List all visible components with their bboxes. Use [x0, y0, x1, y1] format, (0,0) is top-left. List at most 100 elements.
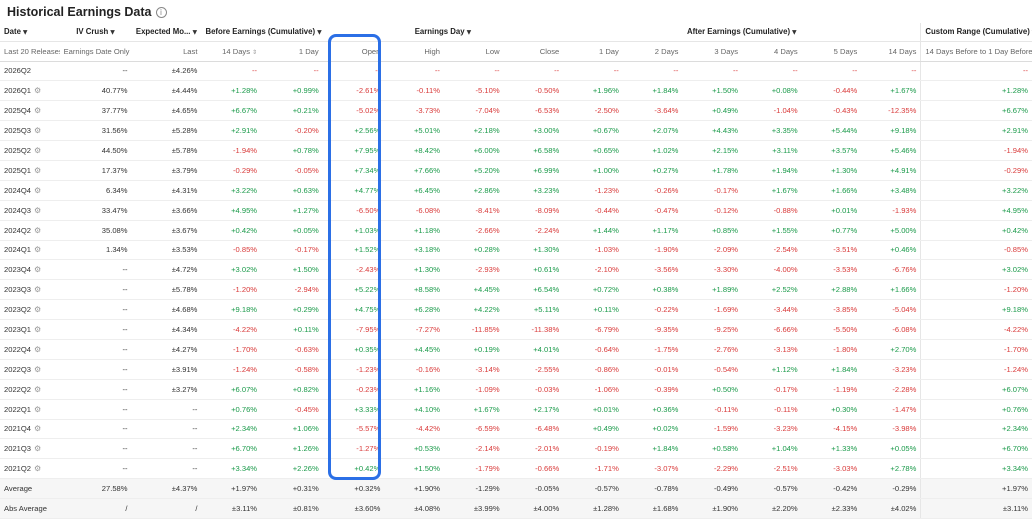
- gear-icon[interactable]: ⚙: [34, 444, 42, 454]
- cell-date[interactable]: 2024Q3 ⚙: [0, 200, 60, 221]
- cell-date[interactable]: 2024Q2 ⚙: [0, 220, 60, 241]
- gear-icon[interactable]: ⚙: [34, 185, 42, 195]
- expected-move-column-header[interactable]: Expected Mo... ▼: [131, 23, 202, 42]
- cell-date[interactable]: 2022Q1 ⚙: [0, 399, 60, 420]
- cell-date[interactable]: 2023Q4 ⚙: [0, 259, 60, 281]
- subheader-after-3d[interactable]: 3 Days: [682, 41, 743, 62]
- gear-icon[interactable]: ⚙: [34, 265, 42, 275]
- cell-date[interactable]: 2025Q4 ⚙: [0, 100, 60, 122]
- gear-icon[interactable]: ⚙: [34, 364, 42, 374]
- cell-date[interactable]: 2022Q4 ⚙: [0, 339, 60, 360]
- cell-a4: +1.04%: [742, 438, 802, 460]
- cell-date[interactable]: 2022Q3 ⚙: [0, 359, 60, 380]
- gear-icon[interactable]: ⚙: [34, 344, 42, 354]
- cell-a1: -0.64%: [563, 339, 623, 360]
- subheader-open[interactable]: Open: [322, 41, 385, 62]
- cell-exp: ±4.72%: [131, 259, 202, 281]
- gear-icon[interactable]: ⚙: [34, 305, 42, 315]
- date-column-header[interactable]: Date ▼: [0, 23, 60, 42]
- gear-icon[interactable]: ⚙: [34, 404, 42, 414]
- cell-a4: -0.17%: [742, 379, 802, 400]
- cell-open: -2.61%: [322, 80, 385, 102]
- gear-icon[interactable]: ⚙: [34, 424, 42, 434]
- cell-date[interactable]: 2023Q1 ⚙: [0, 319, 60, 340]
- after-earnings-group-header[interactable]: After Earnings (Cumulative) ▼: [563, 23, 921, 42]
- cell-a3: +0.50%: [682, 379, 743, 400]
- cell-exp: ±3.67%: [131, 220, 202, 241]
- iv-crush-column-header[interactable]: IV Crush ▼: [59, 23, 132, 42]
- cell-date[interactable]: 2023Q3 ⚙: [0, 279, 60, 301]
- cell-custom: +2.91%: [920, 120, 1032, 142]
- subheader-after-4d[interactable]: 4 Days: [742, 41, 802, 62]
- cell-iv: --: [59, 438, 132, 460]
- cell-b14: -0.85%: [201, 240, 262, 261]
- cell-date[interactable]: 2021Q4 ⚙: [0, 419, 60, 440]
- cell-a2: -9.35%: [622, 319, 683, 340]
- before-earnings-group-header[interactable]: Before Earnings (Cumulative) ▼: [201, 23, 323, 42]
- date-label: 2022Q3: [4, 364, 32, 374]
- subheader-custom-range[interactable]: 14 Days Before to 1 Day Before: [920, 41, 1032, 62]
- subheader-close[interactable]: Close: [503, 41, 564, 62]
- subheader-after-2d[interactable]: 2 Days: [622, 41, 683, 62]
- subheader-after-1d[interactable]: 1 Day: [563, 41, 623, 62]
- cell-date[interactable]: 2021Q3 ⚙: [0, 438, 60, 460]
- cell-date[interactable]: 2024Q4 ⚙: [0, 180, 60, 201]
- cell-iv: 27.58%: [59, 478, 132, 500]
- cell-exp: ±5.28%: [131, 120, 202, 142]
- cell-a1: -1.03%: [563, 240, 623, 261]
- gear-icon[interactable]: ⚙: [34, 126, 42, 136]
- gear-icon[interactable]: ⚙: [34, 86, 42, 96]
- gear-icon[interactable]: ⚙: [34, 245, 42, 255]
- cell-a1: -1.06%: [563, 379, 623, 400]
- custom-range-group-header[interactable]: Custom Range (Cumulative)▼: [920, 23, 1032, 42]
- subheader-low[interactable]: Low: [443, 41, 504, 62]
- cell-b1: +0.78%: [261, 140, 323, 161]
- subheader-before-14d[interactable]: 14 Days ⇕: [201, 41, 262, 62]
- cell-a14: +2.78%: [861, 458, 921, 480]
- gear-icon[interactable]: ⚙: [34, 285, 42, 295]
- gear-icon[interactable]: ⚙: [34, 225, 42, 235]
- cell-high: +6.28%: [384, 299, 444, 321]
- cell-date[interactable]: 2023Q2 ⚙: [0, 299, 60, 321]
- subheader-after-14d[interactable]: 14 Days: [861, 41, 921, 62]
- gear-icon[interactable]: ⚙: [34, 205, 42, 215]
- cell-a1: -2.50%: [563, 100, 623, 122]
- cell-b14: +6.70%: [201, 438, 262, 460]
- cell-a2: +0.36%: [622, 399, 683, 420]
- earnings-day-group-header[interactable]: Earnings Day ▼: [322, 23, 564, 42]
- gear-icon[interactable]: ⚙: [34, 325, 42, 335]
- cell-a5: -0.43%: [801, 100, 862, 122]
- subheader-after-5d[interactable]: 5 Days: [801, 41, 862, 62]
- cell-a3: ±1.90%: [682, 498, 743, 519]
- cell-high: +7.66%: [384, 160, 444, 181]
- cell-low: +5.20%: [443, 160, 504, 181]
- subheader-before-1d[interactable]: 1 Day: [261, 41, 323, 62]
- cell-date[interactable]: 2026Q1 ⚙: [0, 80, 60, 102]
- gear-icon[interactable]: ⚙: [34, 106, 42, 116]
- gear-icon[interactable]: ⚙: [34, 464, 42, 474]
- cell-date[interactable]: 2021Q2 ⚙: [0, 458, 60, 480]
- cell-high: -0.16%: [384, 359, 444, 380]
- cell-b14: -4.22%: [201, 319, 262, 340]
- cell-a3: -9.25%: [682, 319, 743, 340]
- gear-icon[interactable]: ⚙: [34, 165, 42, 175]
- subheader-high[interactable]: High: [384, 41, 444, 62]
- caret-down-icon: ▼: [466, 29, 472, 37]
- date-label: 2024Q3: [4, 205, 32, 215]
- cell-date[interactable]: 2025Q2 ⚙: [0, 140, 60, 161]
- cell-close: +1.30%: [503, 240, 564, 261]
- cell-open: +3.33%: [322, 399, 385, 420]
- gear-icon[interactable]: ⚙: [34, 384, 42, 394]
- cell-iv: 33.47%: [59, 200, 132, 221]
- cell-date[interactable]: 2025Q1 ⚙: [0, 160, 60, 181]
- cell-open: +1.52%: [322, 240, 385, 261]
- date-label: 2021Q4: [4, 424, 32, 434]
- cell-open: +5.22%: [322, 279, 385, 301]
- info-icon[interactable]: i: [155, 6, 167, 18]
- cell-date[interactable]: 2025Q3 ⚙: [0, 120, 60, 142]
- cell-date[interactable]: 2022Q2 ⚙: [0, 379, 60, 400]
- cell-high: -0.11%: [384, 80, 444, 102]
- gear-icon[interactable]: ⚙: [34, 146, 42, 155]
- cell-date[interactable]: 2024Q1 ⚙: [0, 240, 60, 261]
- cell-a5: -4.15%: [801, 419, 862, 440]
